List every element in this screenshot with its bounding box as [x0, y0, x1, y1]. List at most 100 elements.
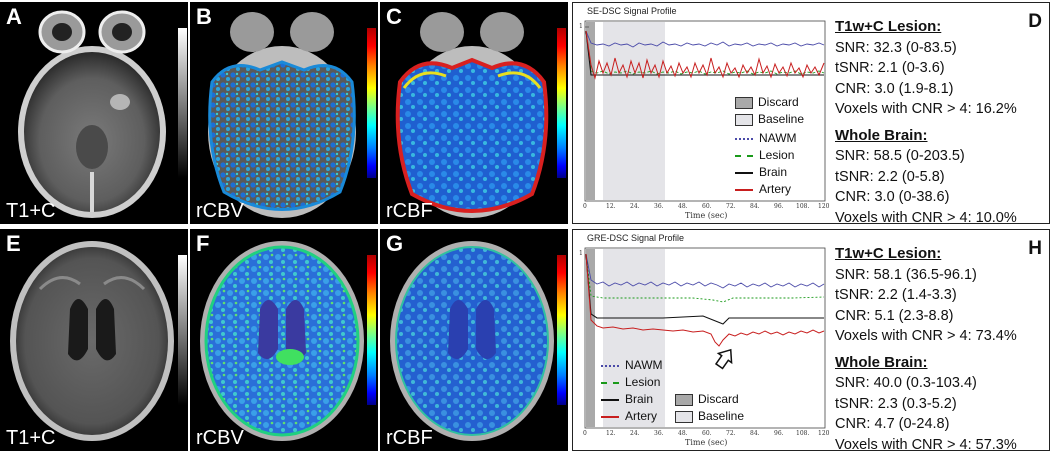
plot-title: SE-DSC Signal Profile — [587, 6, 677, 16]
discard-region — [586, 22, 595, 200]
image-label-rcbv: rCBV — [196, 200, 244, 223]
bottom-row: E T1+C F rCBV — [0, 229, 1053, 451]
plot-title: GRE-DSC Signal Profile — [587, 233, 684, 243]
image-label-t1c: T1+C — [6, 427, 55, 450]
image-label-rcbv: rCBV — [196, 427, 244, 450]
stats-block-h: T1w+C Lesion: SNR: 58.1 (36.5-96.1) tSNR… — [835, 244, 1017, 455]
mri-rcbv-image-f: F rCBV — [190, 229, 378, 451]
panel-letter-b: B — [196, 4, 212, 30]
mri-rcbf-image-c: C rCBF — [380, 2, 568, 224]
rcbv-map-graphic — [190, 229, 378, 451]
stats-block-d: T1w+C Lesion: SNR: 32.3 (0-83.5) tSNR: 2… — [835, 17, 1017, 228]
lesion-tsnr: tSNR: 2.1 (0-3.6) — [835, 58, 1017, 79]
lesion-cnr: CNR: 5.1 (2.3-8.8) — [835, 306, 1017, 327]
rcbf-map-graphic — [380, 229, 568, 451]
legend-nawm: NAWM — [625, 358, 663, 372]
signal-profile-panel-h: GRE-DSC Signal Profile 1 0 12. 24. 36. 4… — [572, 229, 1050, 451]
x-tick: 36. — [654, 203, 664, 210]
rcbf-map-graphic — [380, 2, 568, 224]
brain-stats-header: Whole Brain: — [835, 126, 1017, 147]
lesion-swatch — [735, 155, 753, 157]
plot-legend: NAWM Lesion Brain Artery Discard Baselin… — [601, 358, 801, 428]
x-tick: 12. — [606, 430, 616, 437]
y-tick-label: 1 — [579, 250, 583, 257]
nawm-swatch — [601, 365, 619, 367]
legend-nawm: NAWM — [759, 131, 797, 145]
legend-brain: Brain — [625, 392, 653, 406]
x-tick: 48. — [678, 430, 688, 437]
legend-baseline: Baseline — [758, 112, 804, 126]
mri-rcbf-image-g: G rCBF — [380, 229, 568, 451]
x-tick: 12. — [606, 203, 616, 210]
brain-cnr: CNR: 3.0 (0-38.6) — [835, 187, 1017, 208]
rcbv-map-graphic — [190, 2, 378, 224]
brain-tsnr: tSNR: 2.3 (0.3-5.2) — [835, 394, 1017, 415]
gap-region — [595, 22, 603, 200]
legend-lesion: Lesion — [759, 148, 794, 162]
panel-letter-c: C — [386, 4, 402, 30]
baseline-region — [603, 22, 665, 200]
x-tick: 84. — [750, 203, 760, 210]
mri-rcbv-image-b: B rCBV — [190, 2, 378, 224]
legend-lesion: Lesion — [625, 375, 660, 389]
panel-letter-h: H — [1028, 238, 1042, 260]
artery-swatch — [601, 416, 619, 418]
legend-brain: Brain — [759, 165, 787, 179]
plot-legend: Discard Baseline NAWM Lesion Brain Arter… — [735, 95, 830, 195]
brain-snr: SNR: 40.0 (0.3-103.4) — [835, 373, 1017, 394]
image-label-t1c: T1+C — [6, 200, 55, 223]
x-tick: 96. — [774, 430, 784, 437]
x-axis-label: Time (sec) — [685, 211, 727, 220]
brain-axial-graphic — [0, 229, 188, 451]
jet-colorbar — [557, 255, 566, 405]
x-tick: 0 — [583, 203, 587, 210]
discard-swatch — [675, 394, 693, 406]
panel-letter-e: E — [6, 231, 21, 257]
lesion-snr: SNR: 32.3 (0-83.5) — [835, 38, 1017, 59]
image-label-rcbf: rCBF — [386, 200, 433, 223]
artery-swatch — [735, 189, 753, 191]
grayscale-colorbar — [178, 28, 187, 178]
top-row: A T1+C B rCBV — [0, 2, 1053, 224]
nawm-swatch — [735, 138, 753, 140]
legend-discard: Discard — [758, 95, 799, 109]
x-tick: 108. — [796, 430, 809, 437]
mri-t1c-image-a: A T1+C — [0, 2, 188, 224]
legend-discard: Discard — [698, 392, 739, 406]
lesion-stats-header: T1w+C Lesion: — [835, 17, 1017, 38]
x-axis-label: Time (sec) — [685, 438, 727, 447]
grayscale-colorbar — [178, 255, 187, 405]
brain-stats-header: Whole Brain: — [835, 353, 1017, 374]
lesion-stats-header: T1w+C Lesion: — [835, 244, 1017, 265]
x-tick: 24. — [630, 430, 640, 437]
lesion-voxels: Voxels with CNR > 4: 16.2% — [835, 99, 1017, 120]
jet-colorbar — [367, 28, 376, 178]
lesion-cnr: CNR: 3.0 (1.9-8.1) — [835, 79, 1017, 100]
panel-letter-a: A — [6, 4, 22, 30]
image-label-rcbf: rCBF — [386, 427, 433, 450]
lesion-voxels: Voxels with CNR > 4: 73.4% — [835, 326, 1017, 347]
x-tick: 108. — [796, 203, 809, 210]
baseline-swatch — [675, 411, 693, 423]
x-tick: 48. — [678, 203, 688, 210]
x-tick: 24. — [630, 203, 640, 210]
brain-voxels: Voxels with CNR > 4: 10.0% — [835, 208, 1017, 229]
baseline-swatch — [735, 114, 753, 126]
x-tick: 60. — [702, 430, 712, 437]
lesion-snr: SNR: 58.1 (36.5-96.1) — [835, 265, 1017, 286]
brain-axial-graphic — [0, 2, 188, 224]
panel-letter-g: G — [386, 231, 403, 257]
x-tick: 72. — [726, 430, 736, 437]
x-tick: 96. — [774, 203, 784, 210]
panel-letter-f: F — [196, 231, 209, 257]
x-tick: 84. — [750, 430, 760, 437]
x-tick: 60. — [702, 203, 712, 210]
jet-colorbar — [367, 255, 376, 405]
discard-swatch — [735, 97, 753, 109]
brain-swatch — [601, 399, 619, 401]
jet-colorbar — [557, 28, 566, 178]
legend-baseline: Baseline — [698, 409, 744, 423]
brain-cnr: CNR: 4.7 (0-24.8) — [835, 414, 1017, 435]
brain-swatch — [735, 172, 753, 174]
signal-profile-panel-d: SE-DSC Signal Profile 1 0 12. 24. 36. 48… — [572, 2, 1050, 224]
